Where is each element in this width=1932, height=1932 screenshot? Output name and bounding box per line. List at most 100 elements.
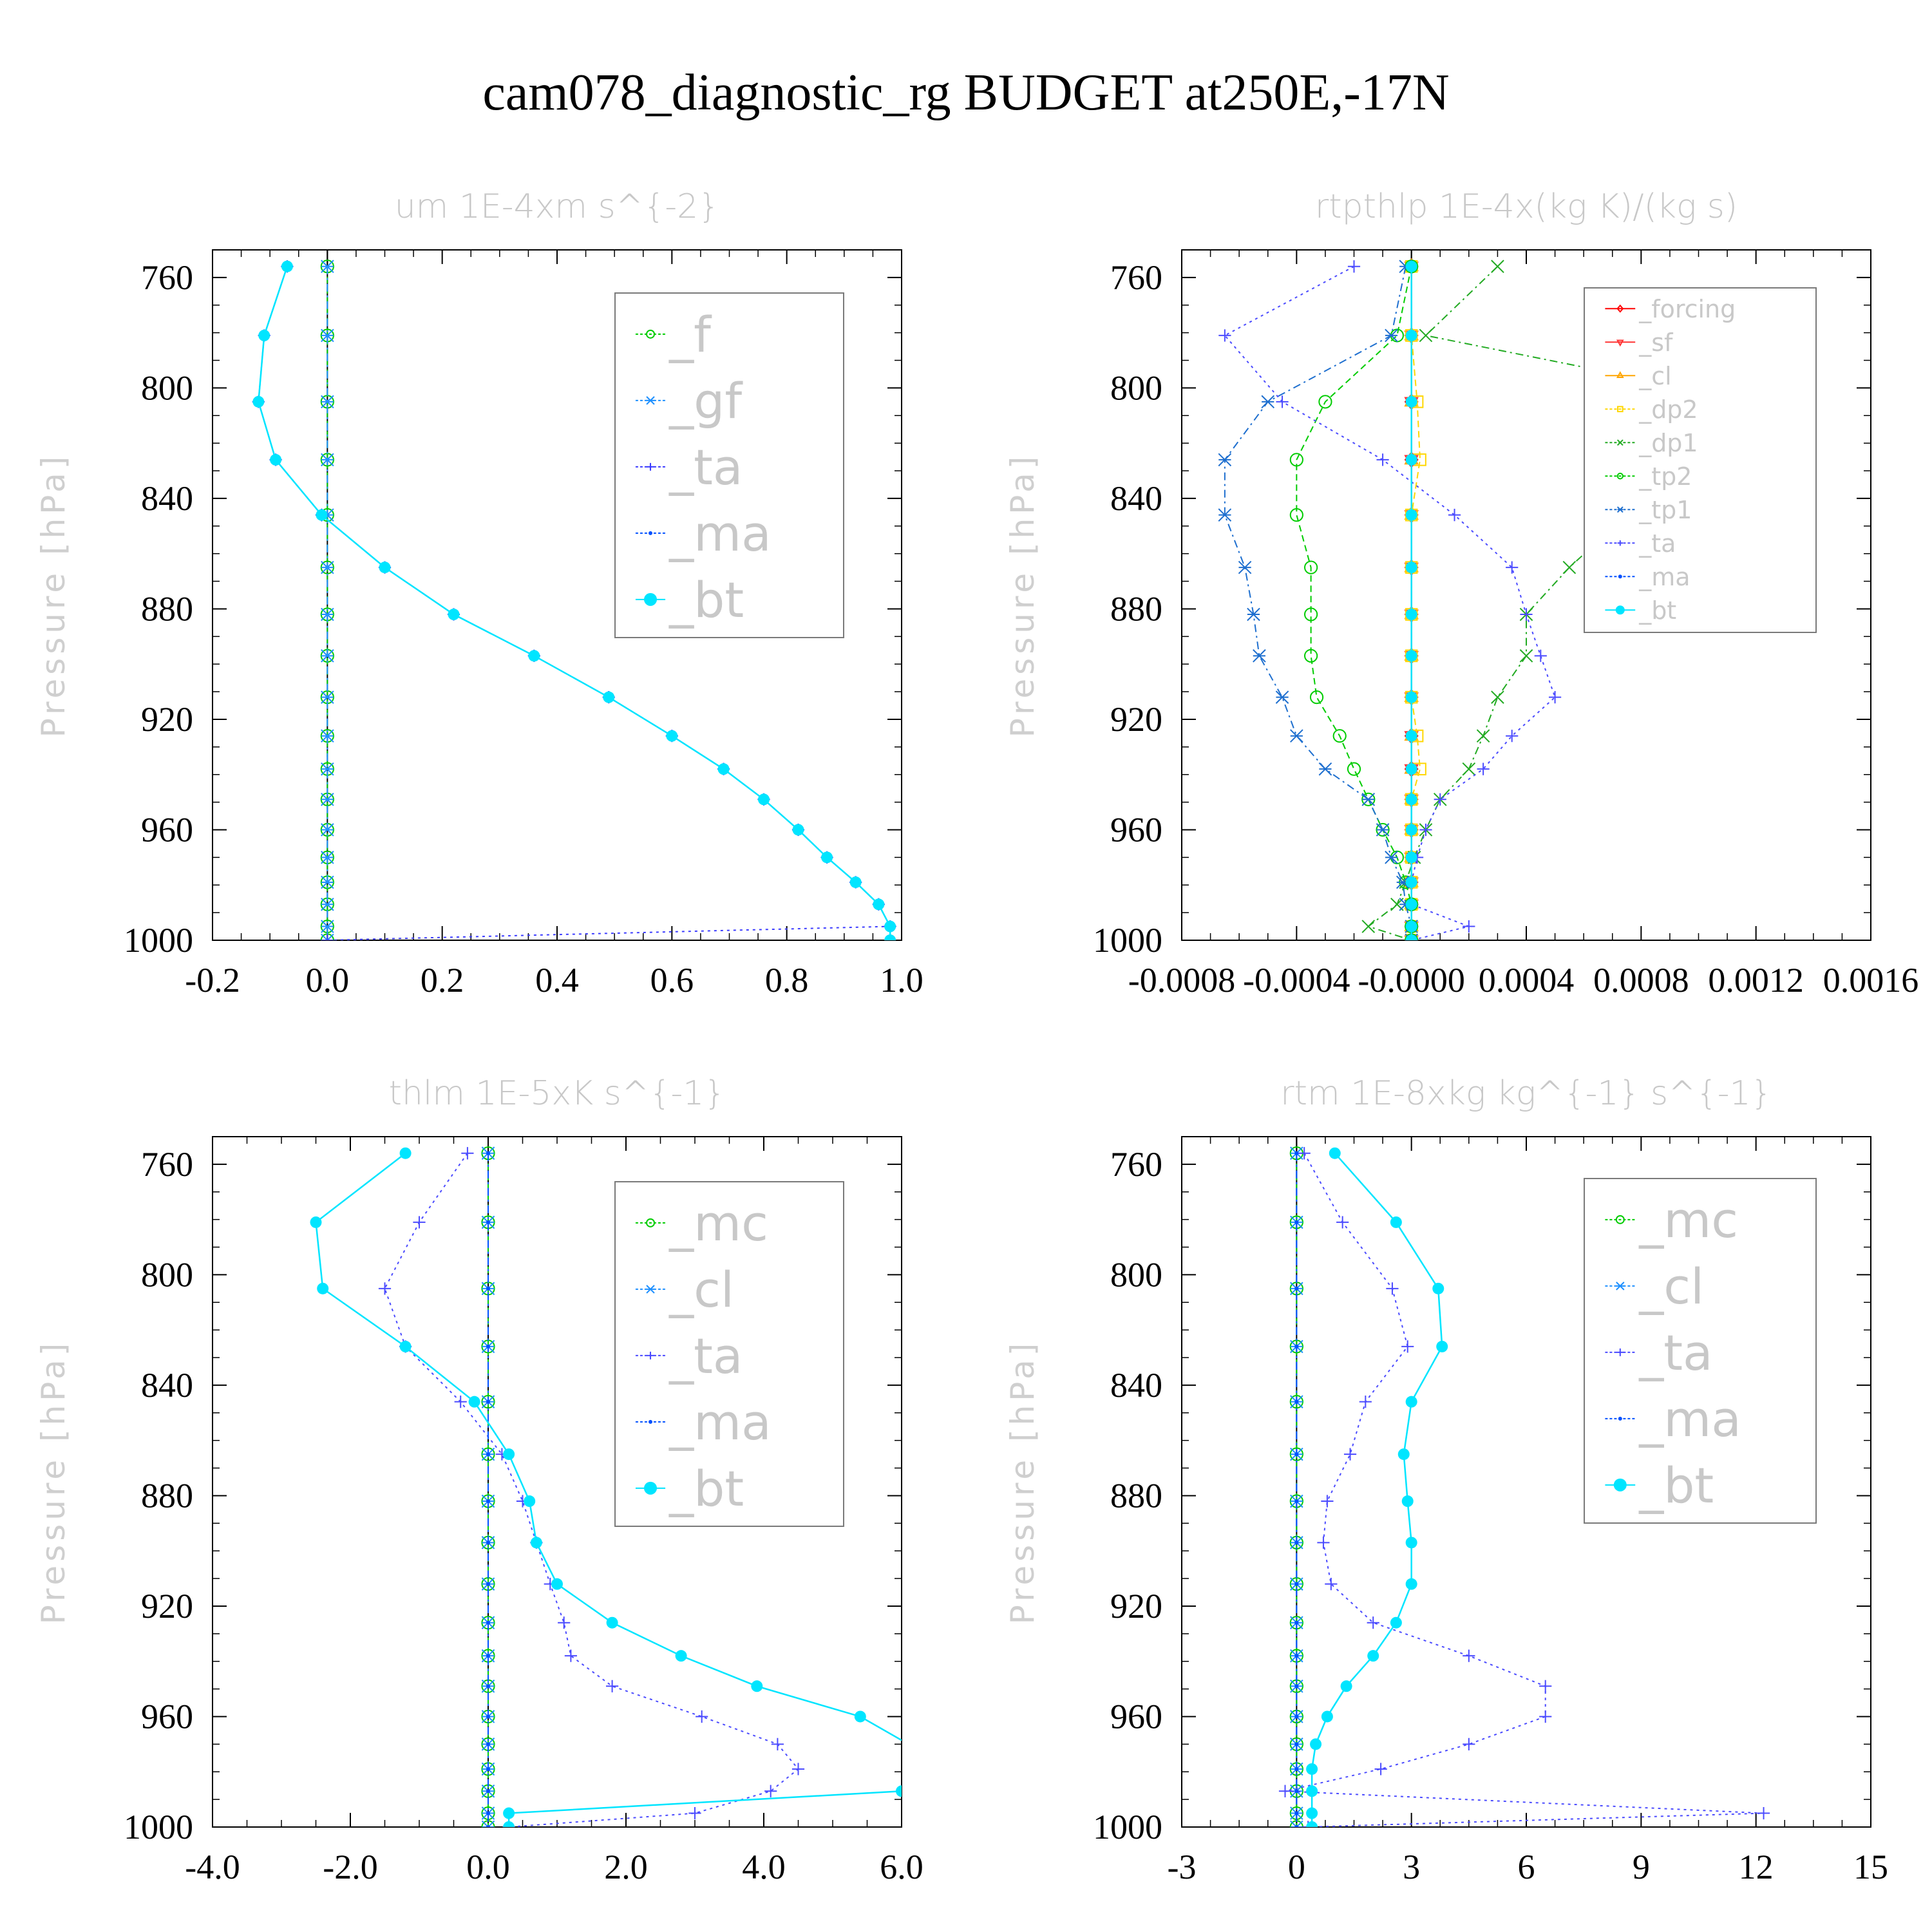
y-tick-label: 840 [141,479,193,518]
data-point [1617,540,1623,546]
data-point [321,793,334,806]
y-tick-label: 840 [1110,479,1162,518]
data-point [1539,1710,1552,1723]
data-point [1405,824,1417,836]
data-point [551,1578,563,1590]
series-bt [252,260,896,940]
x-tick-label: -4.0 [185,1848,240,1886]
series-line [1224,265,1556,940]
x-tick-label: 0.4 [535,961,579,999]
data-point [448,609,460,621]
data-point [486,1151,490,1155]
data-point [1618,1416,1622,1421]
data-point [1506,561,1519,574]
x-tick-label: 0.8 [765,961,809,999]
data-point [1616,371,1624,379]
x-tick-label: 12 [1739,1848,1774,1886]
legend-label: _tp1 [1638,496,1692,524]
data-point [1616,439,1624,446]
legend-label: _ta [668,1327,743,1385]
y-tick-label: 1000 [124,921,193,960]
data-point [1294,1684,1299,1689]
data-point [1294,1452,1299,1457]
legend: _forcing _sf _cl _dp2 _dp1 _tp2 _tp1 _ta _ma _bt [1584,287,1817,633]
data-point [1343,1448,1357,1461]
series-line [1285,1153,1764,1827]
legend-label: _ta [1638,529,1676,558]
x-tick-label: 0.0004 [1479,961,1575,999]
data-point [1519,649,1533,663]
data-point [884,934,896,940]
y-axis-label: Pressure [hPa] [35,453,72,738]
data-point [1294,1582,1299,1586]
data-point [1294,1811,1299,1815]
data-point [321,649,334,663]
data-point [486,1540,490,1545]
chart-panel-4: rtm 1E-8xkg kg^{-1} s^{-1} Pressure [hPa]… [1004,1074,1888,1886]
data-point [1616,506,1624,513]
data-point [644,1481,658,1495]
data-point [1294,1220,1299,1224]
data-point [854,1710,866,1723]
data-point [1347,260,1361,273]
data-point [486,1825,490,1827]
legend-label: _ma [668,1394,772,1451]
data-point [647,462,655,471]
data-point [321,897,334,911]
y-tick-label: 880 [141,589,193,628]
data-point [1294,1540,1299,1545]
data-point [1304,560,1318,574]
data-point [1321,1495,1334,1508]
data-point [1310,1738,1322,1750]
data-point [486,1452,490,1457]
data-point [1347,762,1361,776]
data-point [646,1285,655,1294]
data-point [486,1654,490,1658]
legend-label: _bt [1638,1457,1714,1514]
data-point [486,1789,490,1794]
legend-label: _ma [668,505,772,562]
data-point [1376,823,1390,837]
data-point [1616,406,1624,413]
data-point [454,1396,467,1408]
data-point [486,1344,490,1349]
data-point [1405,1537,1417,1549]
data-point [310,1216,322,1228]
y-axis-label: Pressure [hPa] [1004,1340,1041,1625]
data-point [1419,328,1433,343]
data-point [321,607,334,621]
data-point [606,1680,619,1692]
x-tick-label: 0.0016 [1823,961,1919,999]
data-point [321,690,334,704]
y-tick-label: 760 [141,258,193,297]
data-point [1317,1536,1330,1549]
series-dp2 [1405,260,1426,940]
data-point [258,329,270,341]
data-point [1289,508,1303,522]
data-point [1462,762,1476,776]
data-point [1294,1714,1299,1719]
data-point [1534,649,1547,662]
data-point [1405,933,1418,940]
data-point [1615,605,1625,615]
data-point [321,560,334,574]
y-tick-label: 880 [141,1476,193,1515]
legend-label: _ma [1638,1390,1741,1448]
data-point [1361,793,1376,806]
data-point [647,1351,655,1359]
series-line [315,1152,902,1827]
legend-label: _cl [668,1261,734,1318]
data-point [1318,395,1332,409]
data-point [1294,1766,1299,1771]
x-tick-label: 6 [1518,1848,1535,1886]
legend-box [614,1181,844,1527]
data-point [1294,1620,1299,1625]
data-point [1434,793,1446,806]
y-tick-label: 920 [141,1587,193,1625]
data-point [916,1763,928,1775]
x-tick-label: 3 [1403,1848,1420,1886]
x-tick-label: 0.0008 [1593,961,1689,999]
data-point [1367,1616,1379,1629]
data-point [666,730,678,742]
